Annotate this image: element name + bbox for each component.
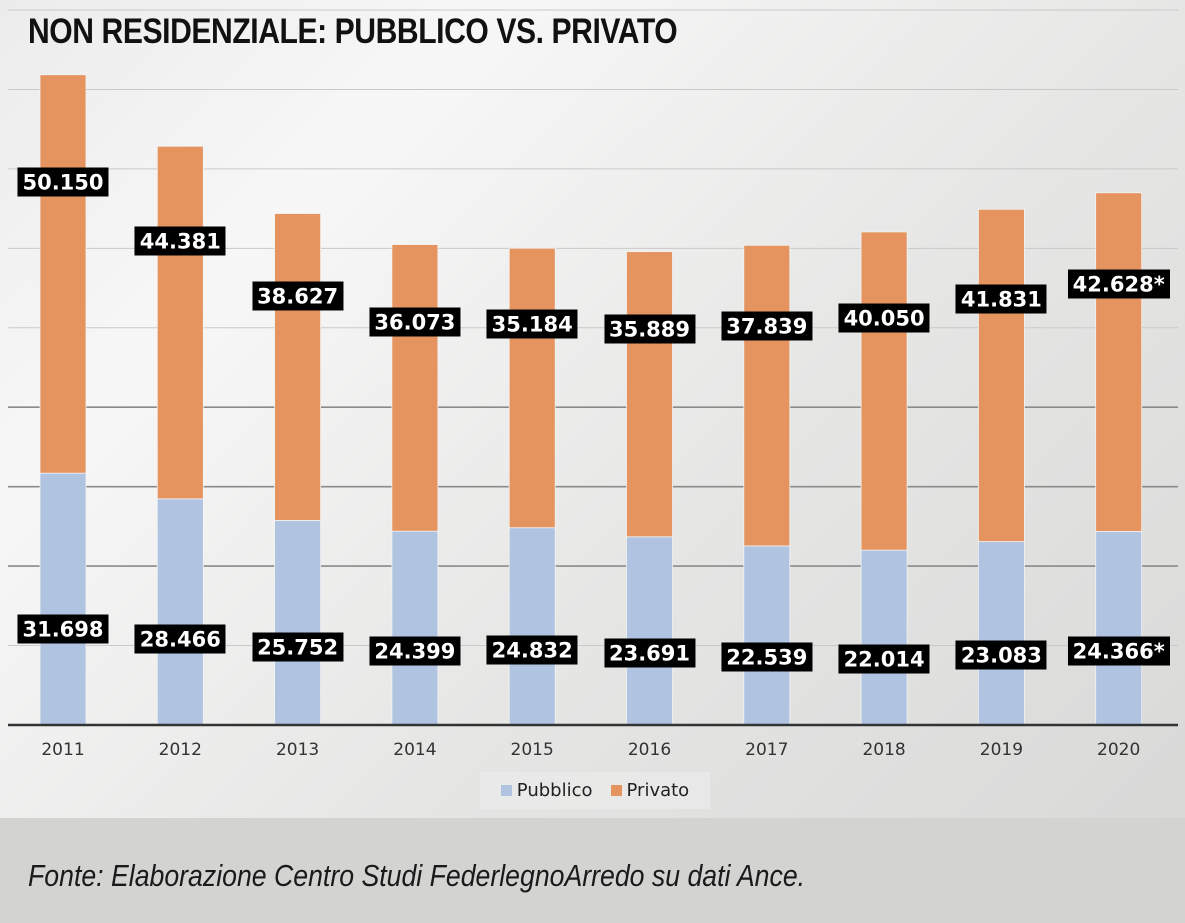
legend-item-pubblico: Pubblico [500, 780, 593, 801]
x-tick-2012: 2012 [158, 740, 202, 760]
chart-area: NON RESIDENZIALE: PUBBLICO VS. PRIVATO 3… [0, 0, 1185, 818]
bar-pubblico-2013 [274, 520, 322, 726]
data-label-pubblico-2012: 28.466 [134, 624, 226, 654]
bar-pubblico-2018 [860, 549, 908, 726]
x-tick-2013: 2013 [275, 740, 320, 760]
data-label-pubblico-2019: 23.083 [955, 640, 1047, 670]
bar-pubblico-2017 [743, 545, 791, 726]
data-label-privato-2019: 41.831 [955, 284, 1047, 314]
data-label-privato-2016: 35.889 [603, 314, 696, 344]
legend-label-pubblico: Pubblico [516, 780, 593, 801]
legend: Pubblico Privato [480, 772, 710, 809]
data-label-pubblico-2020: 24.366* [1067, 636, 1170, 666]
bar-privato-2016 [626, 251, 673, 538]
data-label-pubblico-2011: 31.698 [17, 614, 109, 644]
bar-privato-2015 [508, 247, 556, 529]
data-label-privato-2018: 40.050 [838, 303, 930, 333]
data-label-pubblico-2017: 22.539 [721, 642, 813, 672]
x-tick-2015: 2015 [510, 740, 554, 760]
bar-pubblico-2014 [391, 530, 439, 726]
x-tick-2014: 2014 [393, 740, 437, 760]
data-label-privato-2020: 42.628* [1067, 269, 1170, 299]
legend-label-privato: Privato [626, 780, 690, 801]
bar-pubblico-2019 [978, 541, 1025, 726]
x-tick-2016: 2016 [627, 740, 672, 760]
bar-pubblico-2015 [508, 527, 556, 726]
legend-swatch-privato [610, 785, 622, 796]
bar-privato-2017 [743, 244, 791, 547]
bar-privato-2018 [860, 231, 908, 551]
bar-privato-2011 [39, 74, 87, 474]
bar-privato-2019 [978, 208, 1025, 543]
data-label-pubblico-2016: 23.691 [603, 638, 696, 668]
data-label-privato-2014: 36.073 [369, 307, 461, 337]
legend-swatch-pubblico [500, 785, 512, 796]
bar-pubblico-2012 [156, 498, 204, 726]
data-label-pubblico-2014: 24.399 [369, 636, 461, 666]
x-tick-2019: 2019 [979, 740, 1024, 760]
legend-item-privato: Privato [610, 780, 690, 801]
x-tick-2011: 2011 [41, 740, 85, 760]
chart-title: NON RESIDENZIALE: PUBBLICO VS. PRIVATO [28, 12, 678, 51]
bar-privato-2020 [1095, 192, 1143, 532]
data-label-pubblico-2015: 24.832 [486, 635, 578, 665]
source-note: Fonte: Elaborazione Centro Studi Federle… [28, 858, 806, 893]
data-label-pubblico-2018: 22.014 [838, 644, 930, 674]
data-label-privato-2011: 50.150 [17, 167, 109, 197]
data-label-pubblico-2013: 25.752 [252, 632, 344, 662]
data-label-privato-2015: 35.184 [486, 309, 578, 339]
bar-pubblico-2011 [39, 472, 87, 726]
data-label-privato-2012: 44.381 [134, 226, 226, 256]
bars [39, 74, 1143, 726]
bar-privato-2013 [274, 213, 322, 521]
x-tick-2017: 2017 [745, 740, 789, 760]
bar-privato-2012 [156, 145, 204, 500]
bar-pubblico-2016 [626, 536, 673, 726]
x-tick-2020: 2020 [1097, 740, 1141, 760]
x-tick-2018: 2018 [862, 740, 906, 760]
data-label-privato-2017: 37.839 [721, 311, 813, 341]
data-label-privato-2013: 38.627 [252, 281, 344, 311]
bar-privato-2014 [391, 244, 439, 532]
bar-pubblico-2020 [1095, 531, 1143, 726]
plot-area [8, 74, 1178, 727]
